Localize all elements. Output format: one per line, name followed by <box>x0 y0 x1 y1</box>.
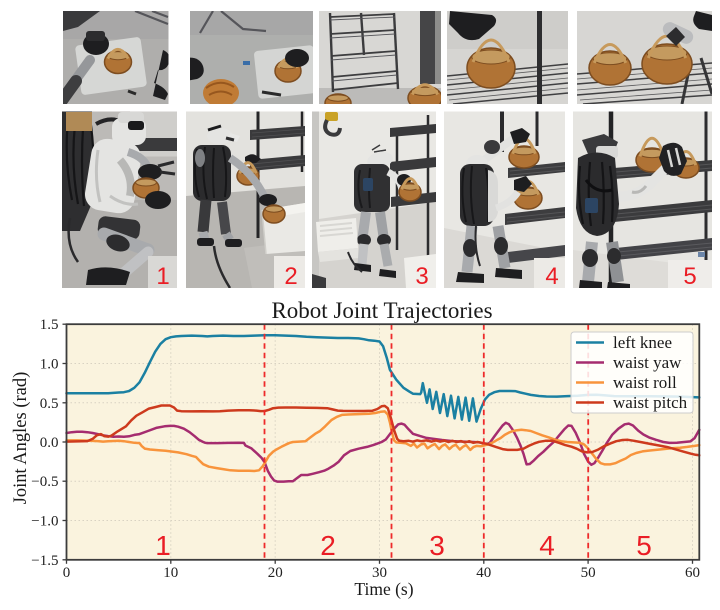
svg-text:4: 4 <box>539 530 555 561</box>
svg-text:5: 5 <box>636 530 652 561</box>
svg-text:waist pitch: waist pitch <box>613 393 688 412</box>
svg-text:waist roll: waist roll <box>613 373 677 392</box>
svg-text:left knee: left knee <box>613 333 672 352</box>
svg-text:3: 3 <box>429 530 445 561</box>
svg-text:5: 5 <box>683 263 696 290</box>
svg-text:0.0: 0.0 <box>40 435 59 451</box>
svg-text:4: 4 <box>545 263 558 290</box>
svg-text:waist yaw: waist yaw <box>613 353 682 372</box>
svg-text:−1.5: −1.5 <box>31 553 58 569</box>
svg-text:1: 1 <box>155 530 171 561</box>
svg-text:−0.5: −0.5 <box>31 474 58 490</box>
svg-text:2: 2 <box>320 530 336 561</box>
svg-text:50: 50 <box>581 565 596 581</box>
svg-text:1: 1 <box>156 263 169 290</box>
svg-text:1.0: 1.0 <box>40 357 59 373</box>
svg-text:−1.0: −1.0 <box>31 514 58 530</box>
svg-text:Time (s): Time (s) <box>354 579 413 599</box>
svg-text:10: 10 <box>163 565 178 581</box>
svg-text:Joint Angles (rad): Joint Angles (rad) <box>11 372 31 505</box>
svg-text:40: 40 <box>476 565 491 581</box>
svg-text:20: 20 <box>268 565 283 581</box>
svg-text:2: 2 <box>284 263 297 290</box>
svg-text:30: 30 <box>372 565 387 581</box>
svg-text:60: 60 <box>685 565 700 581</box>
svg-text:1.5: 1.5 <box>40 317 59 333</box>
svg-text:0.5: 0.5 <box>40 396 59 412</box>
svg-text:0: 0 <box>63 565 71 581</box>
svg-text:3: 3 <box>415 263 428 290</box>
svg-text:Robot Joint Trajectories: Robot Joint Trajectories <box>271 298 492 323</box>
